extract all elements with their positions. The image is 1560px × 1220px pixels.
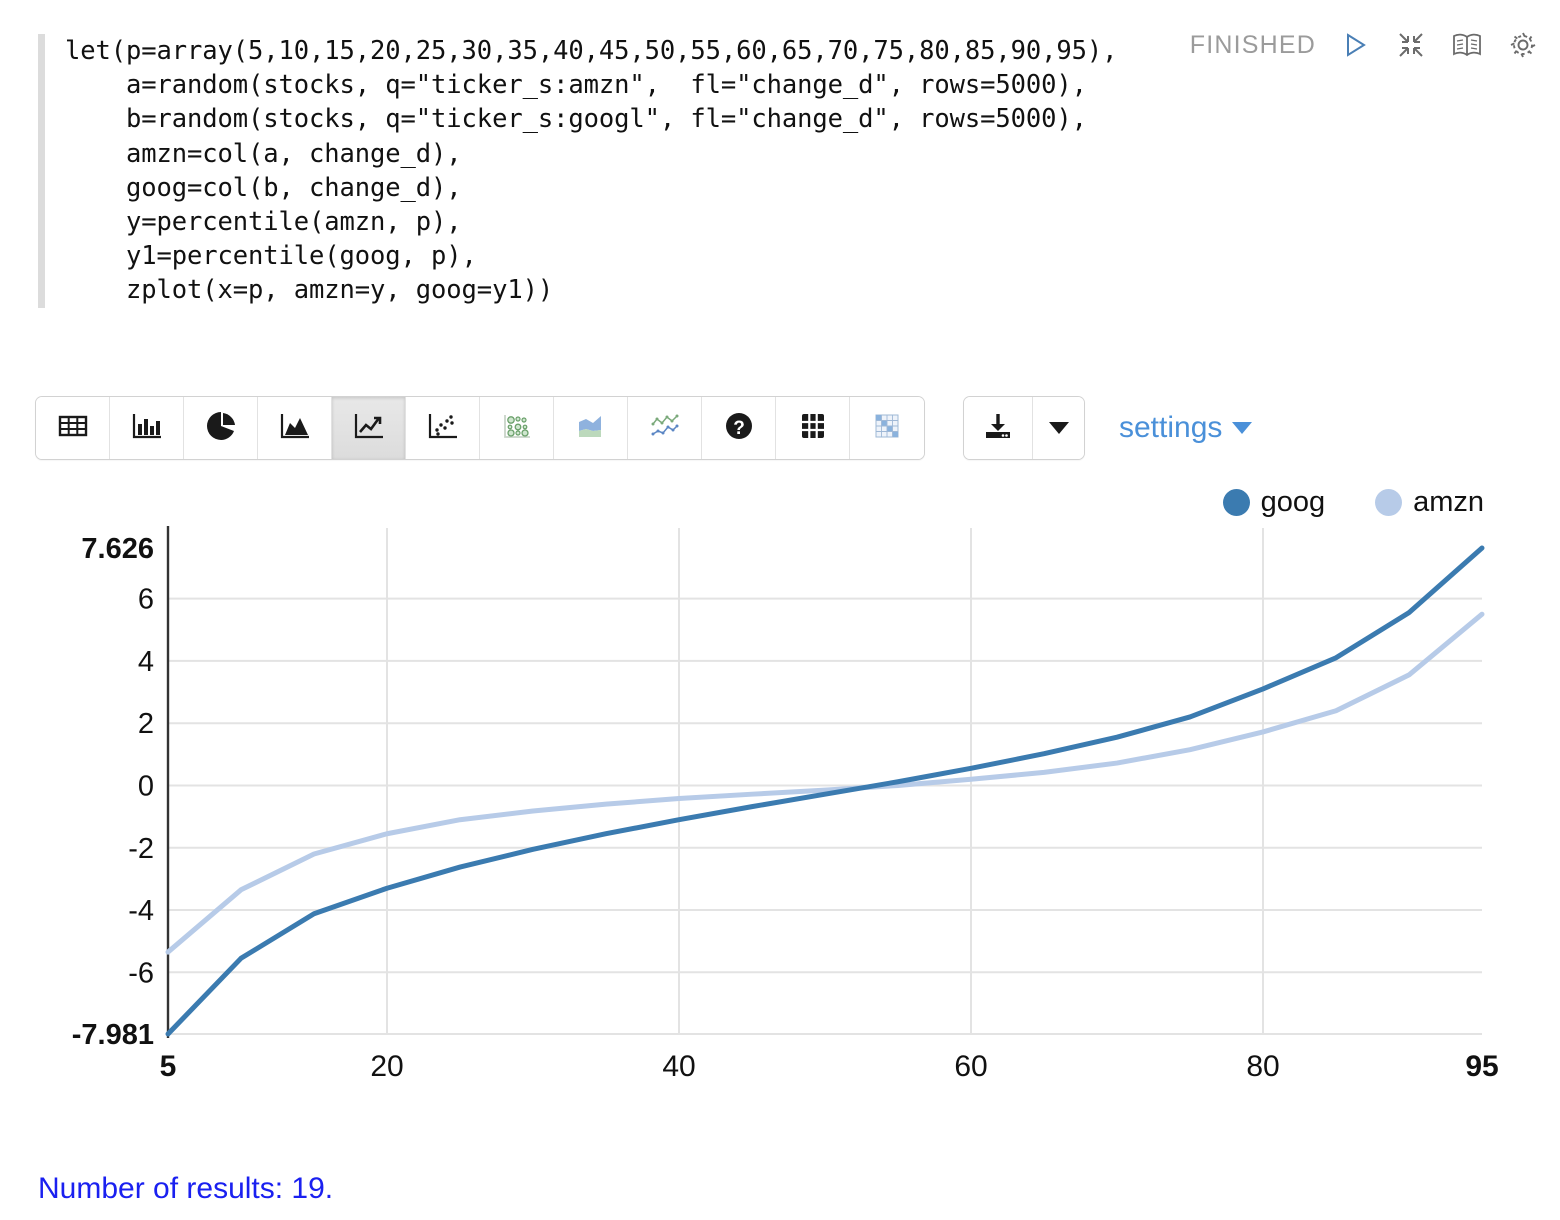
area-chart-icon xyxy=(279,410,311,447)
legend-label-amzn: amzn xyxy=(1413,486,1484,518)
stacked-area-icon xyxy=(575,410,607,447)
svg-text:5: 5 xyxy=(160,1050,177,1083)
grid-button[interactable] xyxy=(776,397,850,459)
line-chart-button[interactable] xyxy=(332,397,406,459)
docs-icon[interactable] xyxy=(1450,28,1484,62)
svg-text:-6: -6 xyxy=(128,957,154,989)
svg-text:-4: -4 xyxy=(128,895,154,927)
question-mark-icon: ? xyxy=(723,410,755,447)
matrix-button[interactable] xyxy=(850,397,924,459)
line-chart-icon xyxy=(353,410,385,447)
multi-line-icon xyxy=(649,410,681,447)
status-bar: FINISHED xyxy=(1190,28,1540,62)
settings-dropdown[interactable]: settings xyxy=(1119,411,1253,445)
code-editor[interactable]: let(p=array(5,10,15,20,25,30,35,40,45,50… xyxy=(38,34,1178,308)
chart: goog amzn 7.626 6 4 2 0 -2 -4 -6 -7.981 5 20 40 60 80… xyxy=(0,478,1560,1088)
svg-text:-7.981: -7.981 xyxy=(72,1019,154,1051)
svg-text:0: 0 xyxy=(138,770,154,802)
area-chart-button[interactable] xyxy=(258,397,332,459)
run-icon[interactable] xyxy=(1338,28,1372,62)
svg-text:95: 95 xyxy=(1465,1050,1498,1083)
collapse-icon[interactable] xyxy=(1394,28,1428,62)
multi-line-button[interactable] xyxy=(628,397,702,459)
svg-text:7.626: 7.626 xyxy=(81,533,154,565)
chevron-down-icon xyxy=(1232,422,1253,434)
stacked-area-button[interactable] xyxy=(554,397,628,459)
pie-chart-icon xyxy=(205,410,237,447)
svg-text:-2: -2 xyxy=(128,833,154,865)
bubble-chart-button[interactable] xyxy=(480,397,554,459)
matrix-heatmap-icon xyxy=(871,410,903,447)
chart-type-toolbar: ? xyxy=(35,396,1253,460)
svg-text:80: 80 xyxy=(1246,1050,1279,1083)
status-text: FINISHED xyxy=(1189,30,1316,59)
svg-text:60: 60 xyxy=(954,1050,987,1083)
download-icon xyxy=(982,410,1014,447)
chevron-down-icon xyxy=(1048,422,1069,434)
legend-item-goog[interactable]: goog xyxy=(1222,486,1326,519)
download-button[interactable] xyxy=(964,397,1032,459)
legend-swatch-amzn xyxy=(1375,489,1403,516)
scatter-plot-icon xyxy=(427,410,459,447)
bar-chart-button[interactable] xyxy=(110,397,184,459)
legend-swatch-goog xyxy=(1222,489,1250,516)
chart-legend: goog amzn xyxy=(1222,486,1484,519)
legend-item-amzn[interactable]: amzn xyxy=(1375,486,1484,519)
svg-text:40: 40 xyxy=(662,1050,695,1083)
bubble-chart-icon xyxy=(501,410,533,447)
table-icon xyxy=(57,410,89,447)
svg-text:6: 6 xyxy=(138,584,154,616)
scatter-chart-button[interactable] xyxy=(406,397,480,459)
legend-label-goog: goog xyxy=(1260,486,1326,518)
help-button[interactable]: ? xyxy=(702,397,776,459)
settings-label: settings xyxy=(1119,411,1223,444)
grid-icon xyxy=(797,410,829,447)
chart-type-button-group: ? xyxy=(35,396,925,460)
table-view-button[interactable] xyxy=(36,397,110,459)
svg-text:20: 20 xyxy=(370,1050,403,1083)
download-button-group xyxy=(963,396,1085,460)
gear-icon[interactable] xyxy=(1506,28,1540,62)
svg-text:?: ? xyxy=(733,418,745,439)
bar-chart-icon xyxy=(131,410,163,447)
svg-text:4: 4 xyxy=(138,646,154,678)
pie-chart-button[interactable] xyxy=(184,397,258,459)
svg-text:2: 2 xyxy=(138,708,154,740)
code-text[interactable]: let(p=array(5,10,15,20,25,30,35,40,45,50… xyxy=(65,36,1118,306)
download-dropdown-caret[interactable] xyxy=(1032,397,1084,459)
results-count: Number of results: 19. xyxy=(38,1172,334,1205)
